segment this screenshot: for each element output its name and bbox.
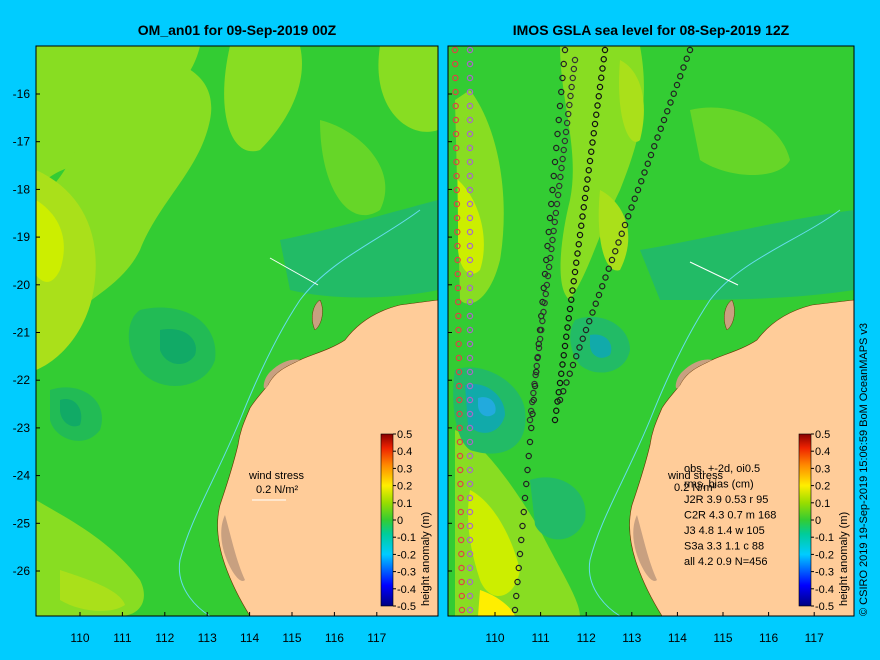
lon-tick-label: 116: [759, 631, 778, 645]
lat-tick-label: -20: [13, 278, 31, 292]
lat-tick-label: -18: [13, 182, 31, 196]
colorbar-tick-label: -0.4: [815, 584, 834, 596]
lon-tick-label: 113: [198, 631, 217, 645]
wind-stress-label-1: wind stress: [248, 470, 305, 482]
colorbar-tick-label: -0.5: [397, 601, 416, 613]
colorbar-tick-label: 0.2: [815, 481, 830, 493]
obs-stats-legend: obs, +-2d, oi0.5 rms, bias (cm) J2R 3.9 0.…: [684, 463, 776, 568]
colorbar-tick-label: 0.2: [397, 481, 412, 493]
panel-1-title: OM_an01 for 09-Sep-2019 00Z: [137, 22, 337, 38]
colorbar-2: 0.5 0.4 0.3 0.2 0.1 0 -0.1 -0.2 -0.3 -0.4 -0.5: [798, 429, 834, 613]
lat-tick-label: -25: [13, 516, 31, 530]
lon-tick-label: 116: [325, 631, 344, 645]
stats-line: J3 4.8 1.4 w 105: [684, 525, 765, 537]
stats-line: C2R 4.3 0.7 m 168: [684, 510, 776, 522]
colorbar-tick-label: 0.3: [397, 463, 412, 475]
colorbar-tick-label: -0.3: [397, 567, 416, 579]
wind-stress-value-2: 0.2 N/m²: [674, 482, 717, 494]
colorbar-tick-label: -0.1: [815, 532, 834, 544]
colorbar-tick-label: -0.4: [397, 584, 416, 596]
colorbar-tick-label: 0: [815, 515, 821, 527]
credit-text: © CSIRO 2019 19-Sep-2019 15:06:59 BoM Oc…: [858, 322, 870, 616]
colorbar-tick-label: -0.5: [815, 601, 834, 613]
lon-tick-label: 110: [485, 631, 504, 645]
wind-stress-value-1: 0.2 N/m²: [256, 484, 299, 496]
colorbar-tick-label: 0.4: [397, 446, 412, 458]
panel-2-title: IMOS GSLA sea level for 08-Sep-2019 12Z: [512, 22, 790, 38]
stats-line: rms, bias (cm): [684, 479, 754, 491]
stats-line: all 4.2 0.9 N=456: [684, 556, 767, 568]
lon-tick-label: 114: [668, 631, 687, 645]
colorbar-label-2: height anomaly (m): [838, 511, 850, 606]
wind-stress-label-2: wind stress: [667, 470, 724, 482]
lon-tick-label: 110: [70, 631, 89, 645]
lon-tick-label: 112: [577, 631, 596, 645]
colorbar-tick-label: 0.3: [815, 463, 830, 475]
colorbar-label-1: height anomaly (m): [420, 511, 432, 606]
lon-tick-label: 117: [367, 631, 386, 645]
lon-tick-label: 115: [713, 631, 732, 645]
colorbar-tick-label: 0.5: [815, 429, 830, 441]
lon-tick-label: 113: [622, 631, 641, 645]
stats-line: J2R 3.9 0.53 r 95: [684, 494, 768, 506]
lon-tick-label: 114: [240, 631, 259, 645]
colorbar-tick-label: -0.3: [815, 567, 834, 579]
stats-line: obs, +-2d, oi0.5: [684, 463, 760, 475]
lat-tick-label: -23: [13, 421, 31, 435]
colorbar-tick-label: -0.1: [397, 532, 416, 544]
lon-tick-label: 111: [113, 631, 132, 645]
colorbar-tick-label: 0.5: [397, 429, 412, 441]
colorbar-tick-label: 0.1: [397, 498, 412, 510]
latitude-axis: -16 -17 -18 -19 -20 -21 -22 -23 -24 -25 -26: [13, 87, 452, 578]
lat-tick-label: -22: [13, 373, 31, 387]
lon-tick-label: 111: [531, 631, 550, 645]
longitude-axis: 110 110 111 111 112 112 113 113 114 114 115 115 116 1…: [70, 612, 824, 645]
lat-tick-label: -19: [13, 230, 31, 244]
colorbar-tick-label: 0: [397, 515, 403, 527]
panel-2-map: [448, 46, 854, 616]
colorbar-tick-label: 0.4: [815, 446, 830, 458]
colorbar-tick-label: 0.1: [815, 498, 830, 510]
lat-tick-label: -24: [13, 469, 31, 483]
stats-line: S3a 3.3 1.1 c 88: [684, 541, 764, 553]
colorbar-tick-label: -0.2: [815, 549, 834, 561]
lon-tick-label: 115: [282, 631, 301, 645]
observation-tracks: [451, 46, 694, 614]
panel-1-map: [36, 46, 438, 616]
lat-tick-label: -21: [13, 326, 31, 340]
lat-tick-label: -16: [13, 87, 31, 101]
lat-tick-label: -17: [13, 135, 31, 149]
lon-tick-label: 117: [805, 631, 824, 645]
colorbar-1: 0.5 0.4 0.3 0.2 0.1 0 -0.1 -0.2 -0.3 -0.4 -0.5: [380, 429, 416, 613]
lon-tick-label: 112: [155, 631, 174, 645]
colorbar-tick-label: -0.2: [397, 549, 416, 561]
lat-tick-label: -26: [13, 564, 31, 578]
